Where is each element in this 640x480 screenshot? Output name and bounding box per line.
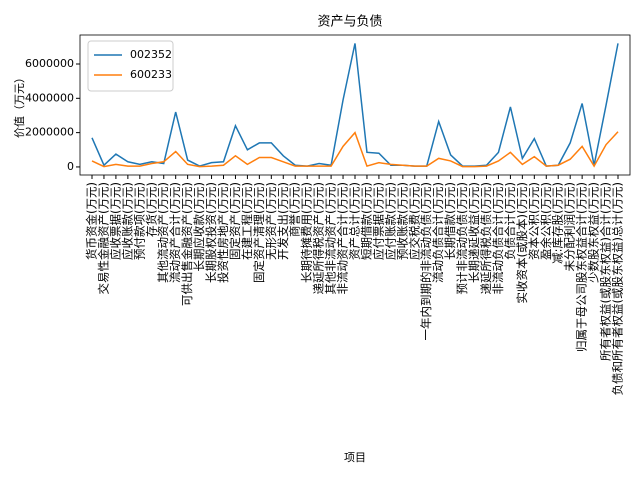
line-series <box>91 131 619 168</box>
x-tick-label: 无形资产(万元) <box>264 182 278 260</box>
x-tick-label: 归属于母公司股东权益合计(万元) <box>575 182 589 352</box>
y-tick-label: 6000000 <box>25 57 74 70</box>
x-tick-label: 非流动负债合计(万元) <box>491 182 505 294</box>
x-tick-label: 所有者权益(或股东权益)合计(万元) <box>599 182 613 361</box>
x-tick-label: 货币资金(万元) <box>85 182 99 260</box>
x-tick-label: 应交税费(万元) <box>407 182 421 260</box>
legend: 002352 600233 <box>87 40 174 92</box>
x-tick-label: 少数股东权益(万元) <box>587 182 601 283</box>
x-tick-label: 长期待摊费用(万元) <box>300 182 314 283</box>
plot-frame <box>79 34 631 176</box>
x-tick-label: 固定资产清理(万元) <box>252 182 266 283</box>
x-tick-label: 开发支出(万元) <box>276 182 290 260</box>
x-tick-label: 投资性房地产(万元) <box>216 182 230 283</box>
x-tick-label: 盈余公积(万元) <box>539 182 553 260</box>
x-tick-label: 应付账款(万元) <box>383 182 397 260</box>
x-tick-label: 实收资本(或股本)(万元) <box>515 182 529 303</box>
chart-title: 资产与负债 <box>317 15 382 30</box>
legend-box <box>87 40 174 92</box>
y-tick-label: 4000000 <box>25 91 74 104</box>
x-tick-label: 流动负债合计(万元) <box>431 182 445 283</box>
x-tick-label: 可供出售金融资产(万元) <box>180 182 194 306</box>
x-tick-label: 负债和所有者权益(或股东权益)总计(万元) <box>611 182 625 395</box>
y-tick-label: 2000000 <box>25 126 74 139</box>
x-tick-label: 预计非流动负债(万元) <box>455 182 469 294</box>
x-tick-label: 负债合计(万元) <box>503 182 517 260</box>
x-axis-label: 项目 <box>344 451 366 464</box>
y-axis-label: 价值（万元） <box>13 72 26 138</box>
x-tick-label: 存货(万元) <box>144 182 158 237</box>
x-tick-label: 长期股权投资(万元) <box>204 182 218 283</box>
x-tick-label: 预付款项(万元) <box>132 182 146 260</box>
legend-label: 002352 <box>130 48 172 61</box>
x-tick-label: 非流动资产合计(万元) <box>336 182 350 294</box>
x-tick-label: 预收账款(万元) <box>395 182 409 260</box>
x-tick-label: 应收账款(万元) <box>120 182 134 260</box>
x-tick-label: 其他非流动资产(万元) <box>324 182 338 294</box>
x-tick-label: 资产总计(万元) <box>348 182 362 260</box>
x-tick-label: 减:库存股(万元) <box>551 182 565 264</box>
x-tick-label: 短期借款(万元) <box>359 182 373 260</box>
x-tick-label: 在建工程(万元) <box>240 182 254 260</box>
line-series <box>91 43 619 167</box>
x-tick-label: 长期应收款(万元) <box>192 182 206 271</box>
x-tick-label: 未分配利润(万元) <box>563 182 577 271</box>
x-tick-label: 长期借款(万元) <box>443 182 457 260</box>
y-tick-label: 0 <box>67 160 74 173</box>
x-tick-label: 递延所得税负债(万元) <box>479 182 493 294</box>
legend-label: 600233 <box>130 68 172 81</box>
x-tick-label: 流动资产合计(万元) <box>168 182 182 283</box>
x-tick-label: 交易性金融资产(万元) <box>96 182 110 294</box>
x-tick-label: 其他流动资产(万元) <box>156 182 170 283</box>
x-tick-label: 资本公积(万元) <box>527 182 541 260</box>
x-tick-label: 一年内到期的非流动负债(万元) <box>419 182 433 340</box>
x-tick-label: 长期递延收益(万元) <box>467 182 481 283</box>
x-tick-label: 商誉(万元) <box>288 182 302 237</box>
x-tick-label: 固定资产(万元) <box>228 182 242 260</box>
x-tick-label: 应收票据(万元) <box>108 182 122 260</box>
x-tick-label: 应付票据(万元) <box>371 182 385 260</box>
x-tick-label: 递延所得税资产(万元) <box>312 182 326 294</box>
